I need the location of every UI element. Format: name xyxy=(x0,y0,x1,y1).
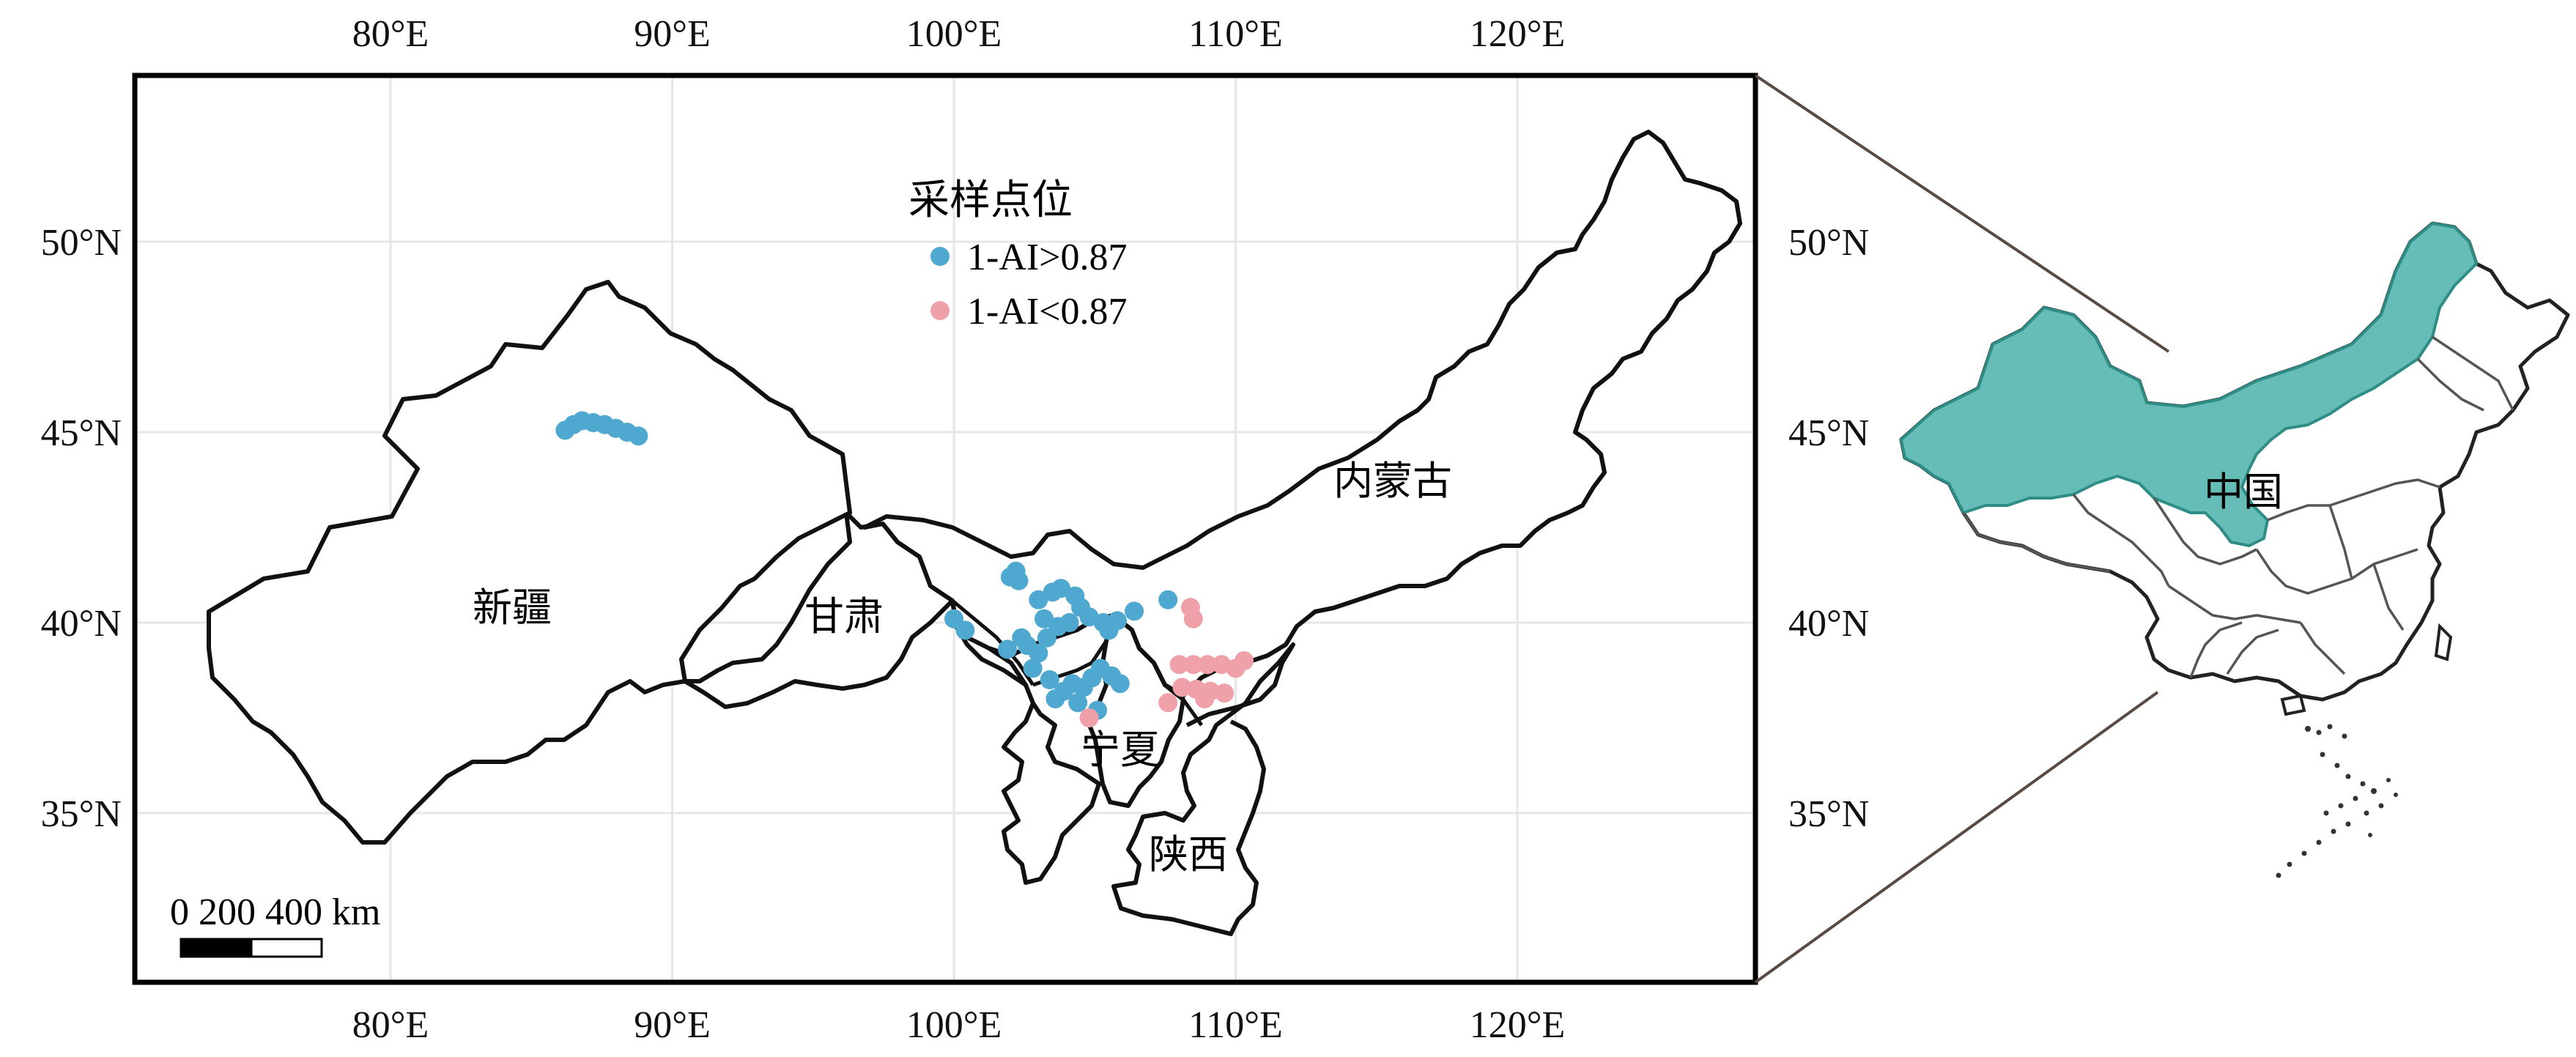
sample-point-high xyxy=(1029,590,1048,609)
tick-label-lat-left: 50°N xyxy=(41,222,122,264)
sample-point-low xyxy=(1195,689,1215,708)
legend: 采样点位 1-AI>0.87 1-AI<0.87 xyxy=(908,177,1128,333)
sample-point-high xyxy=(1017,636,1037,656)
tick-label-lat-right: 35°N xyxy=(1788,793,1869,835)
region-label-gansu: 甘肃 xyxy=(804,593,884,639)
tick-label-lat-right: 45°N xyxy=(1788,412,1869,454)
axis-ticks: 80°E 80°E 90°E 90°E 100°E 100°E 110°E 110°E 120°… xyxy=(41,13,1870,1046)
china-highlight-region xyxy=(1900,222,2478,547)
legend-label-low: 1-AI<0.87 xyxy=(967,291,1128,333)
sample-point-high xyxy=(1068,693,1088,713)
china-islands xyxy=(2276,623,2453,878)
sample-point-low xyxy=(1169,655,1189,675)
legend-marker-high xyxy=(930,247,950,266)
sample-point-low xyxy=(1079,708,1099,727)
sample-point-high xyxy=(1040,670,1059,689)
region-neimenggu-shape xyxy=(862,130,1742,698)
region-label-ningxia: 宁夏 xyxy=(1081,727,1160,773)
sample-point-high xyxy=(1045,689,1065,708)
tick-label-lon-top: 120°E xyxy=(1470,13,1566,55)
sample-point-low xyxy=(1183,655,1203,675)
inset-label-china: 中国 xyxy=(2204,469,2283,515)
tick-label-lon-top: 80°E xyxy=(352,13,429,55)
tick-label-lat-left: 35°N xyxy=(41,793,122,835)
sample-point-high xyxy=(1059,613,1079,632)
legend-marker-low xyxy=(930,301,950,320)
scale-bar-segment-light xyxy=(250,938,323,958)
scale-bar: 0 200 400 km xyxy=(170,891,380,958)
tick-label-lat-right: 40°N xyxy=(1788,603,1869,645)
tick-label-lon-bottom: 100°E xyxy=(906,1004,1002,1046)
inset-connector-top xyxy=(1754,74,2170,353)
tick-label-lat-left: 45°N xyxy=(41,412,122,454)
region-label-shaanxi: 陕西 xyxy=(1149,831,1228,878)
tick-label-lon-bottom: 80°E xyxy=(352,1004,429,1046)
region-xinjiang-shape xyxy=(207,280,852,845)
tick-label-lon-bottom: 110°E xyxy=(1188,1004,1283,1046)
sample-points-high xyxy=(555,411,1178,720)
island-taiwan xyxy=(2434,623,2453,661)
legend-title: 采样点位 xyxy=(908,177,1073,224)
tick-label-lon-top: 100°E xyxy=(906,13,1002,55)
tick-label-lat-left: 40°N xyxy=(41,603,122,645)
sample-point-high xyxy=(629,426,648,446)
main-map: 新疆 甘肃 内蒙古 宁夏 陕西 采样点位 1-AI>0.87 1-AI<0.87… xyxy=(41,13,1870,1046)
region-label-neimenggu: 内蒙古 xyxy=(1333,458,1452,504)
sample-point-high xyxy=(955,620,975,640)
sample-point-high xyxy=(1051,579,1071,598)
region-boundary-line xyxy=(1181,698,1204,727)
sample-point-high xyxy=(1035,609,1054,628)
sample-point-high xyxy=(1110,674,1130,694)
region-boundary-line xyxy=(951,599,1035,686)
sample-point-low xyxy=(1158,693,1178,713)
scale-bar-segment-dark xyxy=(179,938,253,958)
inset-china-map: 中国 xyxy=(1899,221,2570,878)
sample-point-high xyxy=(998,639,1018,659)
tick-label-lon-bottom: 90°E xyxy=(634,1004,711,1046)
sample-points-low xyxy=(1079,598,1254,727)
sample-point-high xyxy=(1125,601,1144,621)
sample-point-high xyxy=(1108,611,1128,631)
sample-point-low xyxy=(1235,651,1254,670)
legend-label-high: 1-AI>0.87 xyxy=(967,237,1128,278)
sample-point-high xyxy=(1158,590,1178,609)
china-province-lines xyxy=(1962,335,2514,678)
sample-point-high xyxy=(1000,567,1020,587)
inset-connector-bottom xyxy=(1754,691,2159,984)
region-shaanxi-shape xyxy=(1111,642,1295,936)
sample-point-high xyxy=(1037,628,1056,648)
region-label-xinjiang: 新疆 xyxy=(473,585,552,631)
island-hainan xyxy=(2280,694,2306,716)
sample-point-high xyxy=(1023,659,1043,678)
sample-point-low xyxy=(1198,655,1218,675)
scale-bar-label: 0 200 400 km xyxy=(170,891,380,933)
sample-point-low xyxy=(1183,609,1203,628)
sample-point-low xyxy=(1215,683,1235,703)
sample-point-low xyxy=(1172,678,1192,697)
tick-label-lon-top: 110°E xyxy=(1188,13,1283,55)
tick-label-lon-bottom: 120°E xyxy=(1470,1004,1566,1046)
map-frame xyxy=(132,73,1758,985)
tick-label-lon-top: 90°E xyxy=(634,13,711,55)
tick-label-lat-right: 50°N xyxy=(1788,222,1869,264)
